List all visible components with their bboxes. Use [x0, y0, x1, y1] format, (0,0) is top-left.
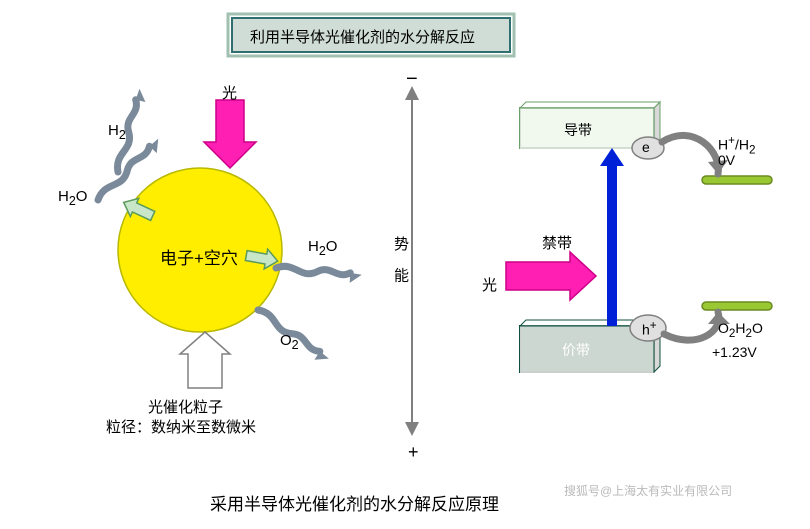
light-label-right: 光: [482, 274, 497, 295]
light-label-left: 光: [222, 82, 237, 103]
axis-plus: +: [408, 442, 419, 463]
catalyst-arrow: [180, 332, 230, 388]
electron-transfer-arrow: [662, 135, 718, 174]
catalyst-label-1: 光催化粒子: [148, 396, 223, 417]
particle-label: 电子+空穴: [160, 244, 238, 269]
valence-band-label: 价带: [562, 340, 590, 360]
label-h2o-left: H2O: [58, 188, 87, 208]
wavy-h2-out: [86, 89, 172, 172]
electron-label: e: [642, 139, 650, 155]
bandgap-label: 禁带: [542, 232, 572, 253]
label-0v: 0V: [718, 152, 735, 168]
axis-arrow-bottom: [405, 422, 419, 436]
conduction-band-label: 导带: [564, 120, 592, 140]
watermark: 搜狐号@上海太有实业有限公司: [564, 482, 732, 499]
label-o2-h2o: O2H2O: [718, 320, 763, 340]
hole-transfer-arrow: [664, 312, 719, 340]
axis-label: 势 能: [390, 236, 411, 288]
label-h2o-right: H2O: [308, 238, 337, 258]
light-arrow-right: [506, 252, 596, 300]
redox-level-o2: [702, 302, 772, 310]
caption: 采用半导体光催化剂的水分解反应原理: [210, 490, 499, 515]
light-arrow-left: [204, 100, 256, 168]
title-text: 利用半导体光催化剂的水分解反应: [250, 26, 475, 47]
label-o2: O2: [280, 332, 299, 352]
redox-level-h2: [702, 176, 772, 184]
hole-label: h+: [642, 319, 657, 338]
axis-minus: −: [406, 68, 418, 91]
catalyst-label-2: 粒径：数纳米至数微米: [106, 416, 256, 437]
label-1-23v: +1.23V: [712, 344, 757, 360]
label-h2: H2: [108, 122, 126, 142]
